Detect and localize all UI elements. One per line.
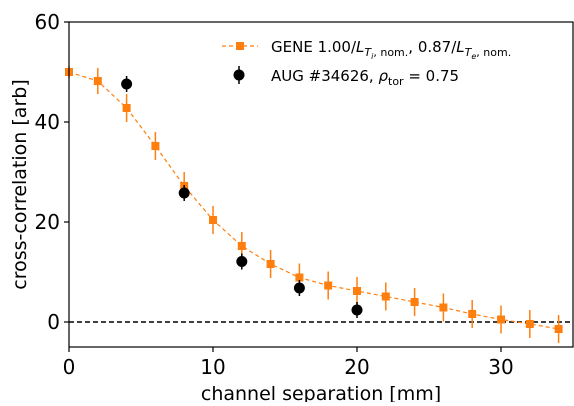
gene-point: [381, 292, 390, 301]
x-tick-label: 0: [63, 355, 76, 379]
legend: GENE 1.00/LTi, nom., 0.87/LTe, nom. AUG #…: [222, 38, 511, 88]
legend-aug-label: AUG #34626, ρtor = 0.75: [271, 67, 459, 88]
gene-point: [237, 242, 246, 250]
gene-point: [209, 216, 217, 224]
aug-point: [121, 78, 133, 90]
aug-point: [293, 282, 305, 294]
y-tick-label: 20: [35, 210, 60, 234]
x-tick-label: 20: [344, 355, 369, 379]
gene-point: [151, 142, 160, 150]
legend-aug-marker: [233, 69, 245, 81]
gene-point: [554, 325, 563, 333]
gene-point: [497, 315, 505, 324]
plot-frame: [68, 21, 574, 348]
gene-point: [93, 77, 102, 85]
gene-point: [324, 281, 333, 290]
gene-point: [122, 104, 131, 112]
aug-point: [351, 304, 363, 316]
aug-point: [178, 187, 190, 199]
aug-point: [236, 256, 248, 267]
gene-point: [410, 298, 419, 306]
x-tick-label: 10: [200, 355, 225, 379]
gene-point: [353, 287, 361, 295]
legend-gene-marker: [236, 42, 244, 50]
y-tick-label: 40: [35, 110, 60, 134]
x-tick-label: 30: [488, 355, 513, 379]
y-tick-label: 0: [47, 310, 60, 334]
gene-point: [266, 260, 275, 268]
y-tick-label: 60: [35, 10, 60, 34]
gene-point: [295, 273, 304, 282]
gene-point: [439, 303, 448, 312]
legend-gene-label: GENE 1.00/LTi, nom., 0.87/LTe, nom.: [271, 38, 511, 61]
gene-point: [525, 320, 534, 328]
y-axis-label: cross-correlation [arb]: [9, 79, 31, 289]
gene-point: [468, 310, 477, 318]
gene-series-line: [68, 71, 559, 330]
x-axis-label: channel separation [mm]: [201, 383, 441, 402]
